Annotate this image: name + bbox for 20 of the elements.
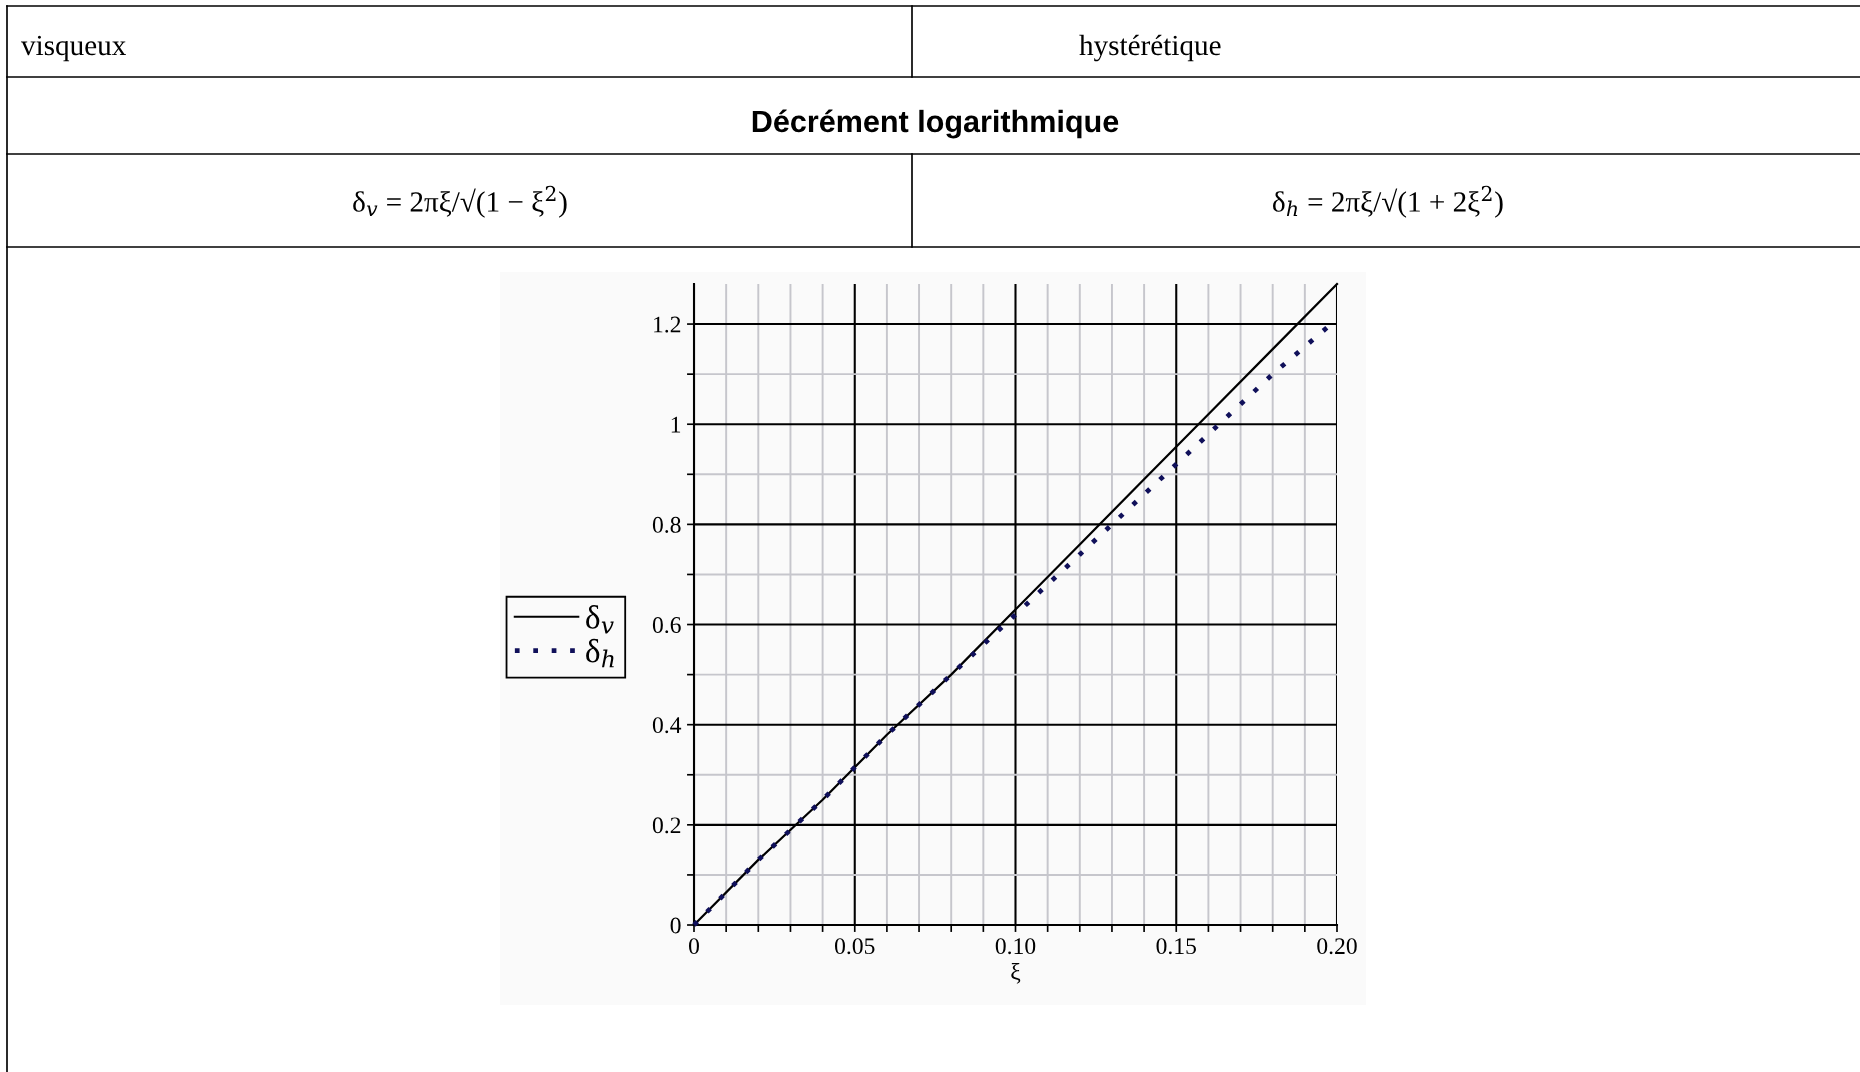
text: δ$_{v}$ = 2πξ/√(1 − ξ$^{2}$) bbox=[353, 185, 567, 218]
x-tick-label: 0.10 bbox=[995, 938, 1036, 955]
x-tick-label: 0 bbox=[689, 938, 699, 955]
x-tick-label: 0.15 bbox=[1156, 938, 1196, 955]
text: δ$_{h}$ = 2πξ/√(1 + 2ξ$^{2}$) bbox=[1273, 185, 1503, 218]
y-tick-label: 1 bbox=[671, 416, 681, 433]
y-tick-label: 0 bbox=[670, 917, 681, 934]
y-tick-label: 1.2 bbox=[654, 316, 681, 333]
x-tick-label: 0.20 bbox=[1317, 938, 1357, 955]
y-tick-label: 0.4 bbox=[652, 717, 682, 734]
chart-title: Décrément logarithmique bbox=[752, 109, 1119, 139]
text: hystérétique bbox=[1079, 34, 1221, 62]
legend-label: δ$_{h}$ bbox=[586, 638, 614, 668]
x-tick-label: 0.05 bbox=[834, 938, 875, 955]
text: visqueux bbox=[21, 35, 126, 62]
y-tick-label: 0.8 bbox=[652, 516, 681, 533]
legend-label: δ$_{v}$ bbox=[586, 605, 614, 634]
x-axis-title: ξ bbox=[1011, 962, 1021, 984]
y-tick-label: 0.6 bbox=[652, 617, 681, 634]
y-tick-label: 0.2 bbox=[652, 817, 681, 834]
